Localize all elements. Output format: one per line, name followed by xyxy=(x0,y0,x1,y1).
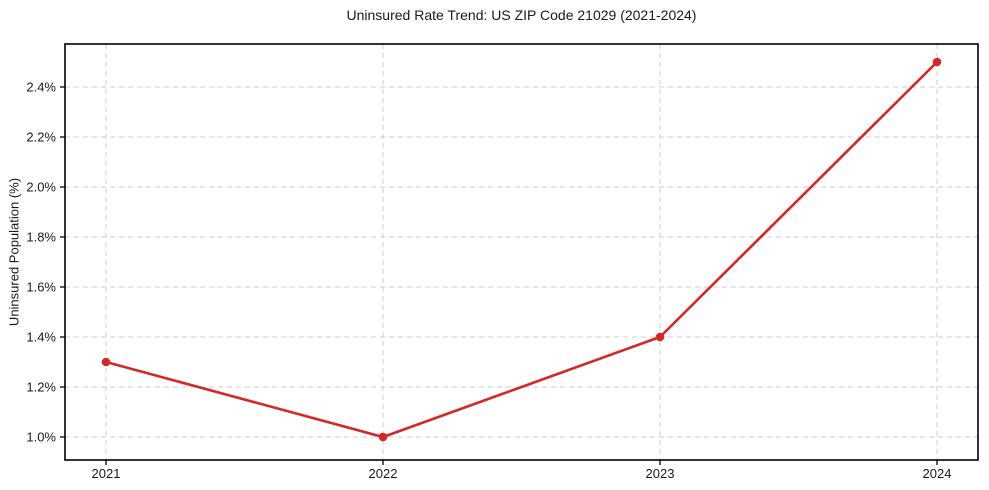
y-tick-label: 2.2% xyxy=(26,130,56,145)
data-point xyxy=(932,57,942,67)
y-tick-label: 1.6% xyxy=(26,280,56,295)
data-point xyxy=(101,357,111,367)
x-tick-label: 2021 xyxy=(92,466,121,481)
y-tick-label: 1.2% xyxy=(26,380,56,395)
y-tick-label: 1.4% xyxy=(26,330,56,345)
x-tick-label: 2022 xyxy=(369,466,398,481)
chart-title: Uninsured Rate Trend: US ZIP Code 21029 … xyxy=(346,7,697,23)
data-point xyxy=(378,432,388,442)
plot-border xyxy=(64,43,979,461)
x-tick-label: 2024 xyxy=(923,466,952,481)
y-tick-label: 1.8% xyxy=(26,230,56,245)
y-tick-label: 2.0% xyxy=(26,180,56,195)
y-tick-label: 2.4% xyxy=(26,80,56,95)
trend-line xyxy=(104,60,939,439)
y-tick-label: 1.0% xyxy=(26,430,56,445)
x-tick-label: 2023 xyxy=(646,466,675,481)
data-point xyxy=(655,332,665,342)
